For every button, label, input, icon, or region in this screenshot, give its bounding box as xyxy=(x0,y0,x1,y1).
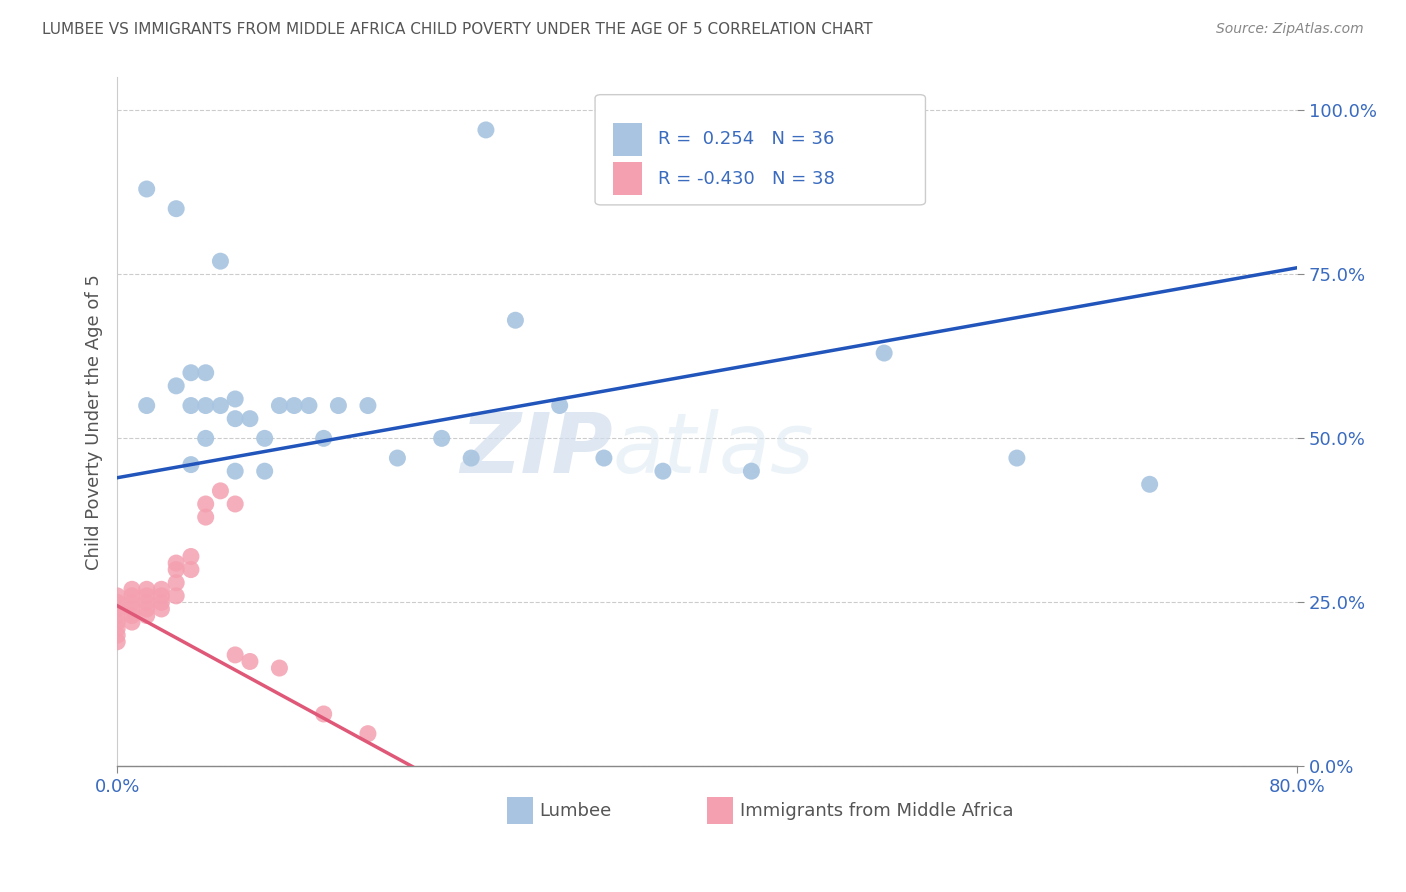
Point xyxy=(239,411,262,425)
Point xyxy=(593,451,616,466)
Point xyxy=(150,589,173,603)
Point xyxy=(105,595,128,609)
Point xyxy=(121,582,143,597)
Point xyxy=(312,431,335,445)
Point xyxy=(194,510,217,524)
Point xyxy=(269,399,291,413)
Point xyxy=(194,431,217,445)
Point xyxy=(194,366,217,380)
Point xyxy=(135,589,157,603)
Point xyxy=(135,602,157,616)
Point xyxy=(224,497,246,511)
Point xyxy=(121,615,143,629)
Point xyxy=(150,602,173,616)
Point xyxy=(387,451,409,466)
Point xyxy=(224,648,246,662)
Text: Lumbee: Lumbee xyxy=(540,802,612,820)
Text: R =  0.254   N = 36: R = 0.254 N = 36 xyxy=(658,130,834,148)
Point xyxy=(180,563,202,577)
Point xyxy=(165,563,187,577)
Point xyxy=(357,726,380,740)
Point xyxy=(105,615,128,629)
Point xyxy=(121,602,143,616)
Point xyxy=(105,628,128,642)
Point xyxy=(209,483,232,498)
Point xyxy=(475,123,498,137)
FancyBboxPatch shape xyxy=(707,797,733,823)
Point xyxy=(135,399,157,413)
Point xyxy=(283,399,305,413)
FancyBboxPatch shape xyxy=(595,95,925,205)
Point xyxy=(357,399,380,413)
Point xyxy=(165,379,187,393)
Point xyxy=(253,431,276,445)
Point xyxy=(505,313,527,327)
Text: Immigrants from Middle Africa: Immigrants from Middle Africa xyxy=(740,802,1014,820)
Point xyxy=(105,608,128,623)
Point xyxy=(224,464,246,478)
FancyBboxPatch shape xyxy=(613,162,643,195)
Point xyxy=(328,399,350,413)
Point xyxy=(180,399,202,413)
Point xyxy=(1005,451,1028,466)
Point xyxy=(165,556,187,570)
Point xyxy=(180,549,202,564)
Point xyxy=(312,706,335,721)
Point xyxy=(105,622,128,636)
Text: atlas: atlas xyxy=(613,409,814,490)
Point xyxy=(105,589,128,603)
Point xyxy=(209,399,232,413)
Point xyxy=(224,411,246,425)
Point xyxy=(740,464,762,478)
Text: ZIP: ZIP xyxy=(460,409,613,490)
FancyBboxPatch shape xyxy=(613,123,643,156)
Point xyxy=(194,399,217,413)
Point xyxy=(651,464,673,478)
Point xyxy=(121,595,143,609)
Point xyxy=(1139,477,1161,491)
Point xyxy=(105,602,128,616)
Point xyxy=(135,595,157,609)
Point xyxy=(224,392,246,406)
Point xyxy=(460,451,482,466)
Point xyxy=(548,399,571,413)
Point xyxy=(165,575,187,590)
Point xyxy=(150,595,173,609)
Point xyxy=(873,346,896,360)
Point xyxy=(135,582,157,597)
Point xyxy=(209,254,232,268)
Point xyxy=(253,464,276,478)
Point xyxy=(239,655,262,669)
Point xyxy=(180,458,202,472)
FancyBboxPatch shape xyxy=(506,797,533,823)
Point xyxy=(135,182,157,196)
Point xyxy=(180,366,202,380)
Point xyxy=(121,589,143,603)
Text: Source: ZipAtlas.com: Source: ZipAtlas.com xyxy=(1216,22,1364,37)
Y-axis label: Child Poverty Under the Age of 5: Child Poverty Under the Age of 5 xyxy=(86,274,103,570)
Point xyxy=(105,634,128,648)
Point xyxy=(150,582,173,597)
Point xyxy=(269,661,291,675)
Point xyxy=(194,497,217,511)
Point xyxy=(298,399,321,413)
Point xyxy=(121,608,143,623)
Point xyxy=(165,202,187,216)
Point xyxy=(430,431,453,445)
Point xyxy=(135,608,157,623)
Text: LUMBEE VS IMMIGRANTS FROM MIDDLE AFRICA CHILD POVERTY UNDER THE AGE OF 5 CORRELA: LUMBEE VS IMMIGRANTS FROM MIDDLE AFRICA … xyxy=(42,22,873,37)
Point xyxy=(165,589,187,603)
Text: R = -0.430   N = 38: R = -0.430 N = 38 xyxy=(658,169,835,187)
